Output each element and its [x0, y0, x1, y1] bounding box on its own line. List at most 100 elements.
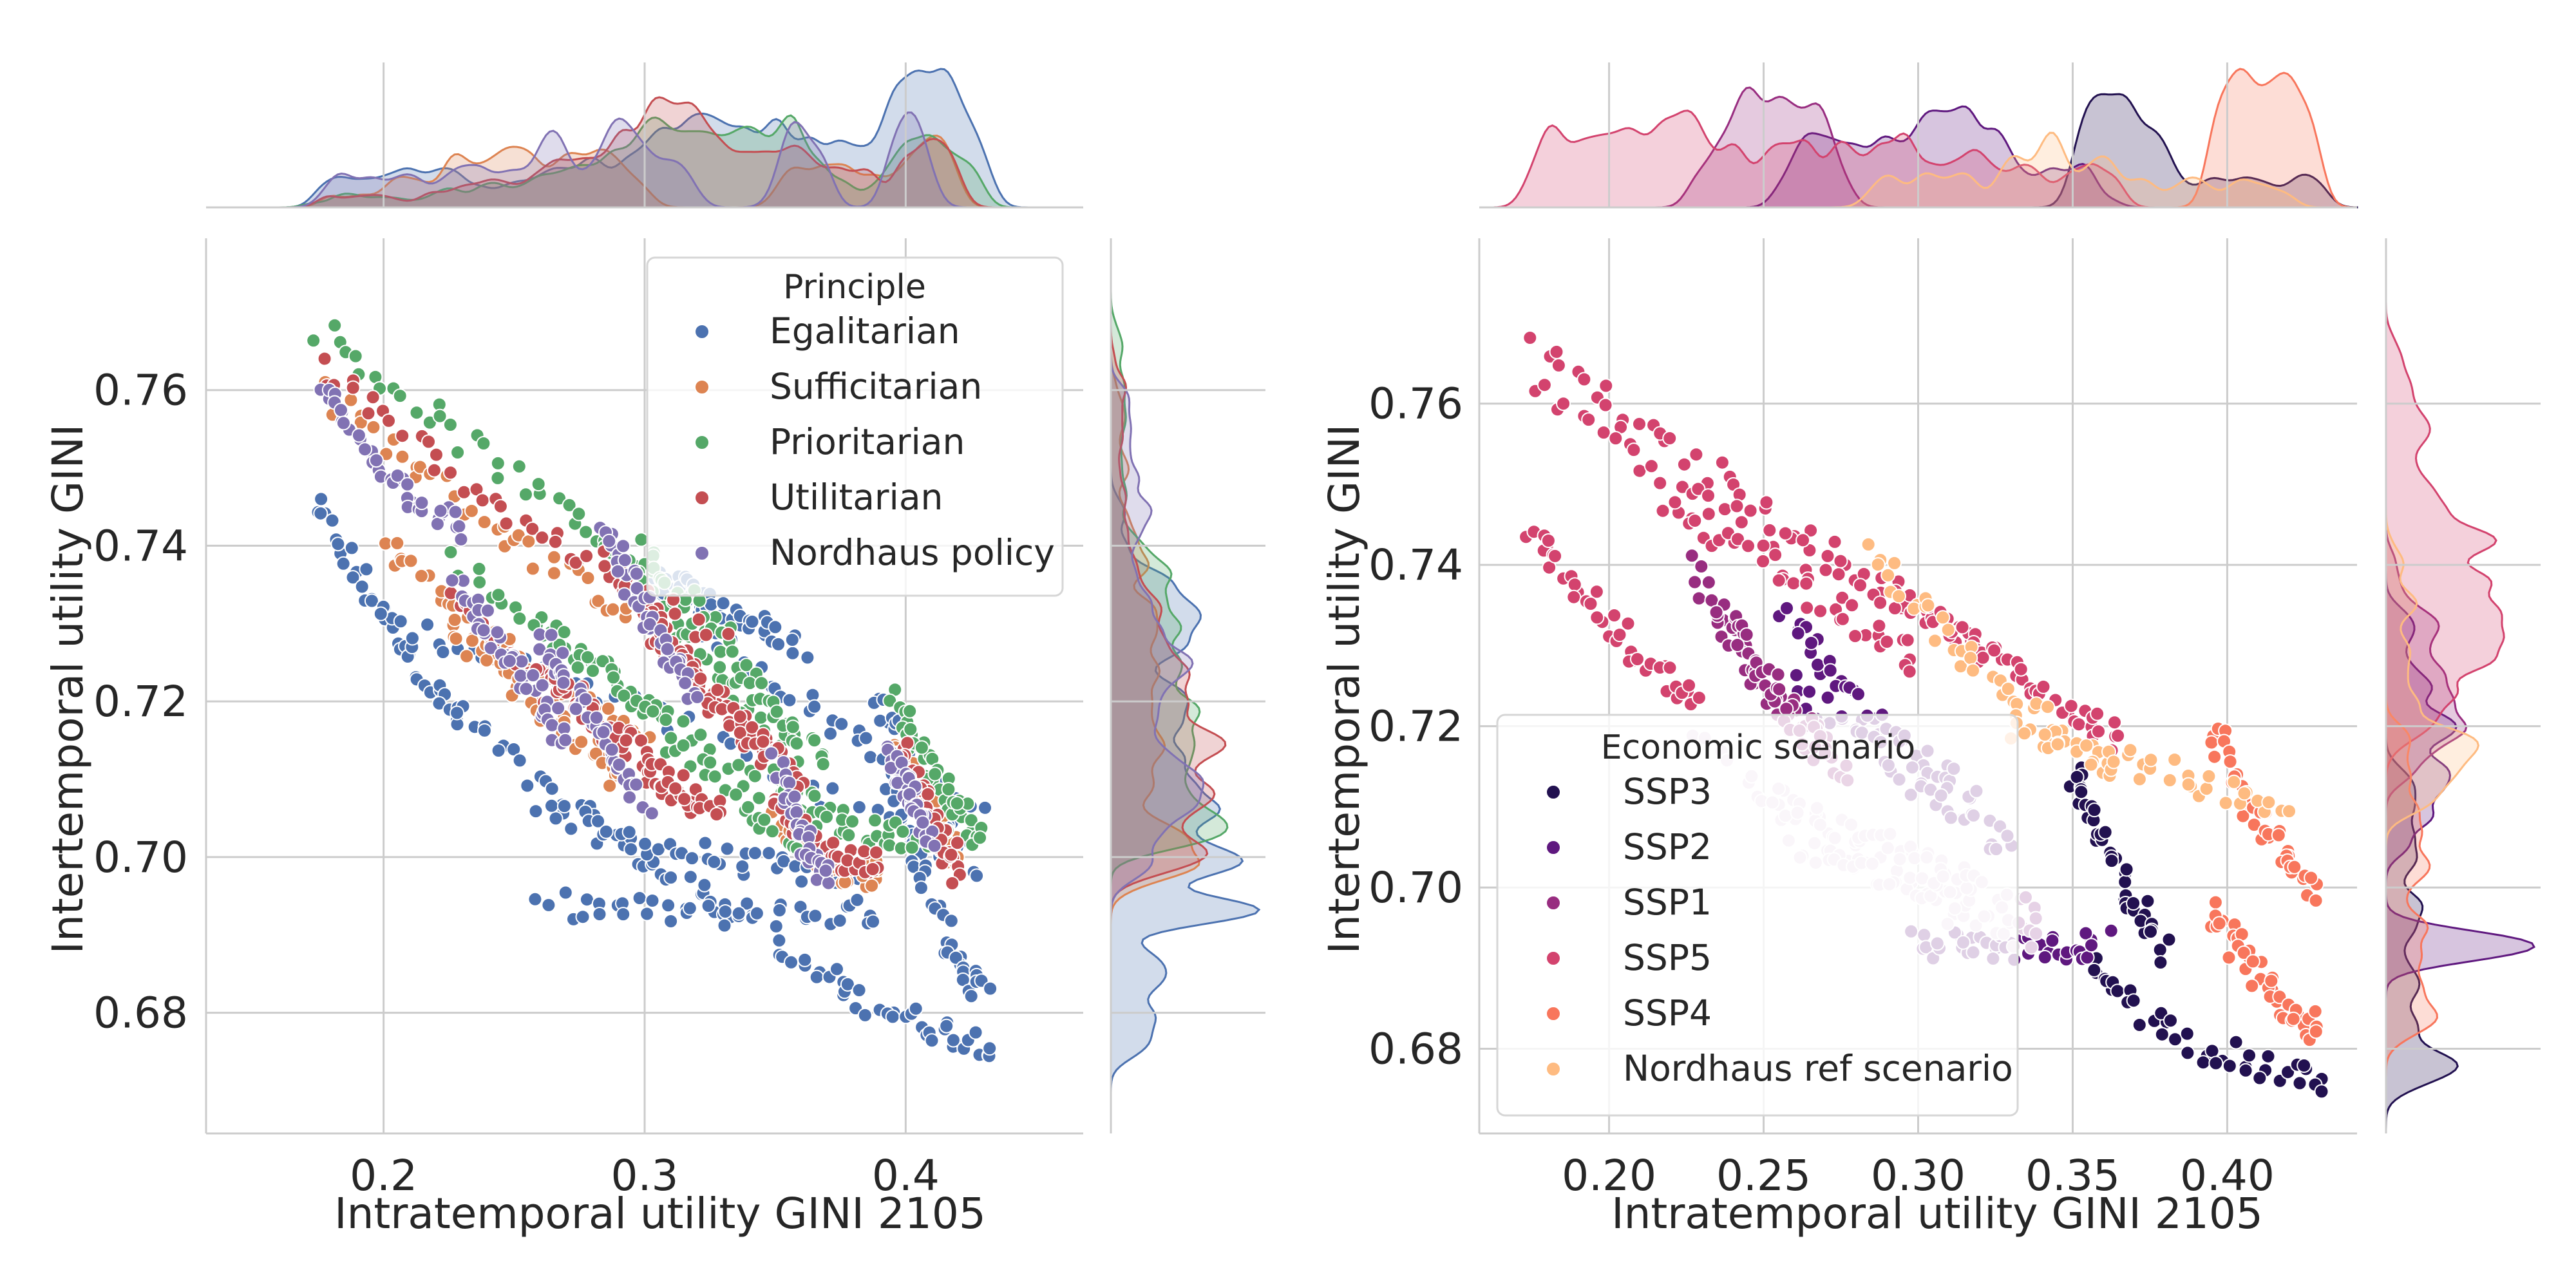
scatter-point	[556, 675, 571, 690]
scatter-point	[393, 614, 408, 629]
scatter-point	[789, 804, 804, 820]
legend-label: SSP3	[1623, 771, 1712, 812]
x-tick-labels: 0.20 0.25 0.30 0.35 0.40	[1562, 1151, 2275, 1200]
legend-marker	[1546, 1061, 1561, 1077]
scatter-point	[2208, 895, 2223, 910]
scatter-point	[1549, 344, 1564, 359]
scatter-point	[580, 650, 595, 665]
scatter-point	[849, 892, 865, 907]
scatter-point	[327, 317, 343, 333]
scatter-point	[2036, 679, 2051, 694]
y-tick-label: 0.76	[93, 366, 188, 415]
scatter-point	[2168, 1032, 2183, 1047]
scatter-point	[578, 524, 594, 540]
scatter-point	[1690, 481, 1706, 497]
scatter-point	[511, 459, 527, 474]
scatter-point	[851, 799, 867, 815]
scatter-point	[667, 606, 683, 621]
scatter-point	[1848, 629, 1863, 644]
legend-label: SSP4	[1623, 992, 1712, 1034]
scatter-point	[731, 905, 746, 921]
scatter-point	[578, 692, 593, 707]
x-tick-label: 0.4	[872, 1151, 940, 1200]
y-tick-labels: 0.68 0.70 0.72 0.74 0.76	[93, 366, 188, 1038]
scatter-point	[2132, 1018, 2147, 1032]
scatter-point	[1632, 416, 1647, 431]
scatter-point	[472, 574, 488, 590]
scatter-point	[920, 786, 936, 802]
scatter-point	[601, 701, 616, 716]
legend-entries: Egalitarian Sufficitarian Prioritarian Util…	[694, 310, 1055, 573]
scatter-point	[1598, 378, 1614, 393]
scatter-point	[457, 484, 471, 500]
scatter-point	[330, 536, 346, 552]
scatter-point	[546, 549, 562, 565]
scatter-point	[943, 913, 959, 929]
scatter-point	[739, 658, 754, 673]
scatter-point	[834, 716, 849, 732]
scatter-point	[2287, 859, 2302, 875]
scatter-point	[1714, 455, 1730, 470]
scatter-point	[491, 743, 506, 758]
scatter-point	[351, 428, 366, 443]
scatter-point	[755, 734, 771, 750]
scatter-point	[1771, 573, 1786, 588]
scatter-point	[809, 969, 824, 985]
scatter-point	[963, 989, 979, 1004]
scatter-point	[1626, 442, 1642, 458]
scatter-point	[2013, 661, 2029, 677]
legend-label: Sufficitarian	[770, 366, 982, 407]
scatter-point	[712, 659, 728, 675]
scatter-point	[1762, 522, 1777, 538]
scatter-point	[2211, 916, 2227, 931]
scatter-point	[359, 562, 374, 577]
scatter-point	[2106, 754, 2121, 770]
scatter-point	[739, 896, 755, 911]
scatter-point	[902, 703, 918, 719]
scatter-point	[829, 961, 844, 977]
scatter-point	[943, 847, 959, 862]
scatter-point	[574, 734, 589, 750]
scatter-point	[2195, 1055, 2211, 1070]
scatter-point	[2237, 786, 2252, 801]
scatter-point	[390, 535, 405, 551]
scatter-point	[1772, 681, 1787, 697]
scatter-point	[1844, 598, 1860, 613]
scatter-point	[963, 813, 979, 828]
scatter-point	[701, 898, 716, 913]
scatter-point	[1662, 660, 1678, 676]
scatter-point	[2104, 853, 2119, 869]
scatter-point	[591, 593, 606, 609]
scatter-point	[443, 465, 458, 480]
scatter-point	[579, 892, 594, 907]
scatter-point	[2090, 706, 2105, 721]
scatter-point	[1804, 635, 1819, 650]
scatter-point	[618, 733, 634, 748]
scatter-point	[512, 753, 527, 768]
legend-label: Utilitarian	[770, 477, 943, 518]
scatter-point	[334, 402, 348, 418]
scatter-point	[913, 880, 929, 896]
scatter-point	[1790, 625, 1806, 641]
scatter-point	[2110, 983, 2125, 999]
x-tick-label: 0.20	[1562, 1151, 1656, 1200]
scatter-point	[2282, 804, 2297, 819]
scatter-point	[435, 645, 451, 659]
scatter-point	[1676, 457, 1692, 472]
scatter-point	[518, 487, 533, 502]
scatter-point	[2304, 870, 2319, 886]
scatter-point	[1567, 577, 1582, 592]
scatter-point	[404, 630, 420, 646]
legend-marker	[694, 379, 710, 395]
scatter-point	[1900, 632, 1915, 648]
scatter-point	[832, 913, 848, 928]
scatter-point	[2238, 1063, 2253, 1078]
scatter-point	[724, 644, 740, 659]
y-tick-label: 0.74	[1368, 540, 1463, 590]
legend-marker	[694, 324, 710, 339]
scatter-point	[336, 556, 351, 571]
scatter-point	[1734, 515, 1749, 530]
scatter-point	[2079, 738, 2094, 753]
scatter-point	[915, 815, 931, 830]
